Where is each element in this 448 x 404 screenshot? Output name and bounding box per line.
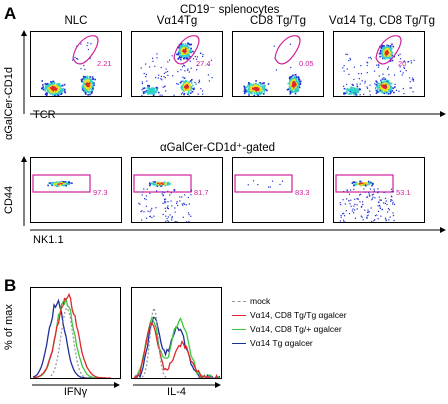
column-title-2: Vα14Tg (156, 15, 198, 27)
row1-plot-4: 20 (333, 31, 425, 97)
row1-gate-pct-4: 20 (398, 59, 407, 68)
row2-plot-2: 81.7 (131, 157, 223, 223)
legend-swatch-green (232, 329, 246, 331)
row2-header: αGalCer-CD1d⁺-gated (160, 142, 275, 154)
row1-x-axis-label: TCR (33, 109, 56, 121)
legend-swatch-mock (232, 301, 246, 303)
legend-item-red: Vα14, CD8 Tg/Tg αgalcer (232, 310, 347, 320)
row2-gate-pct-4: 53.1 (396, 188, 411, 197)
panel-letter-b: B (4, 276, 17, 295)
row1-axis-arrows (21, 30, 446, 117)
row1-gate-pct-2: 27.4 (196, 59, 211, 68)
row2-gate-pct-1: 97.3 (93, 188, 108, 197)
panel-a-header: CD19⁻ splenocytes (180, 4, 280, 16)
legend-label-green: Vα14, CD8 Tg/+ αgalcer (250, 324, 342, 334)
row2-plot-3: 83.3 (232, 157, 324, 223)
histogram-x-label-1: IFNγ (63, 386, 88, 398)
row1-plot-1: 2.21 (30, 31, 122, 97)
row1-plot-2: 27.4 (131, 31, 223, 97)
row2-x-axis-label: NK1.1 (33, 234, 64, 246)
row2-plot-1: 97.3 (30, 157, 122, 223)
row2-gate-pct-2: 81.7 (194, 188, 209, 197)
legend-swatch-blue (232, 343, 246, 345)
row1-plot-3: 0.05 (232, 31, 324, 97)
legend-label-blue: Vα14 Tg αgalcer (250, 338, 313, 348)
histogram-x-label-2: IL-4 (167, 386, 186, 398)
column-title-3: CD8 Tg/Tg (249, 15, 307, 27)
legend-label-red: Vα14, CD8 Tg/Tg αgalcer (250, 310, 347, 320)
row2-y-axis-label: CD44 (3, 185, 15, 214)
row1-gate-pct-1: 2.21 (97, 59, 112, 68)
histogram-ifng (30, 287, 121, 379)
legend-item-green: Vα14, CD8 Tg/+ αgalcer (232, 324, 347, 334)
row2-axis-arrows (21, 156, 446, 233)
row1-gate-pct-3: 0.05 (299, 59, 314, 68)
histogram-legend: mock Vα14, CD8 Tg/Tg αgalcer Vα14, CD8 T… (232, 296, 347, 348)
panel-letter-a: A (4, 4, 17, 23)
histogram-il4 (131, 287, 222, 379)
row1-y-axis-label: αGalCer-CD1d (3, 67, 15, 140)
row2-plot-4: 53.1 (333, 157, 425, 223)
histogram-x-arrows (32, 382, 221, 388)
legend-swatch-red (232, 315, 246, 317)
legend-item-blue: Vα14 Tg αgalcer (232, 338, 347, 348)
legend-label-mock: mock (250, 296, 271, 306)
panel-b-y-axis-label: % of max (3, 304, 15, 350)
column-title-4: Vα14 Tg, CD8 Tg/Tg (328, 15, 436, 27)
row2-gate-pct-3: 83.3 (295, 188, 310, 197)
legend-item-mock: mock (232, 296, 347, 306)
column-title-1: NLC (64, 15, 88, 27)
